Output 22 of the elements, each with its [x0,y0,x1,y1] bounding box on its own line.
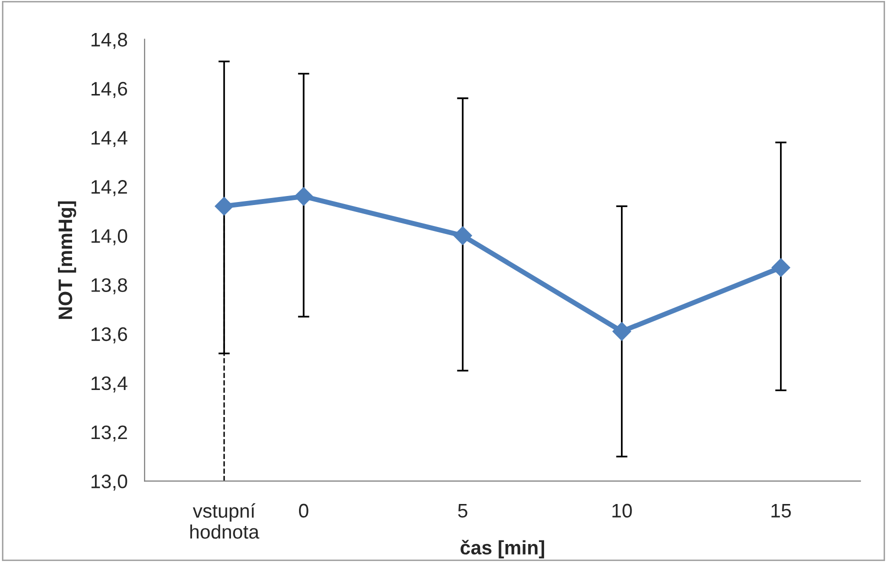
y-tick-label: 14,2 [92,180,127,196]
x-tick-label: 0 [299,504,308,518]
x-axis-title: čas [min] [460,540,544,558]
y-axis-title: NOT [mmHg] [58,201,76,319]
point [214,196,234,216]
y-tick-label: 13,0 [92,474,128,491]
y-tick-label: 13,4 [92,376,128,392]
point [453,226,472,246]
y-tick-label: 13,8 [92,278,128,294]
x-tick-label: 5 [458,504,468,518]
y-tick-label: 13,6 [92,327,128,344]
point [771,258,790,277]
x-tick-label: 15 [772,504,791,518]
y-tick-label: 14,6 [92,82,128,98]
point [294,187,314,206]
x-tick-label: vstupní hodnota [190,503,260,539]
y-tick-label: 13,2 [92,425,127,442]
point [612,322,632,341]
y-tick-label: 14,8 [92,32,128,49]
y-tick-label: 14,0 [92,229,128,246]
x-tick-label: 10 [612,504,632,518]
y-tick-label: 14,4 [92,131,128,148]
